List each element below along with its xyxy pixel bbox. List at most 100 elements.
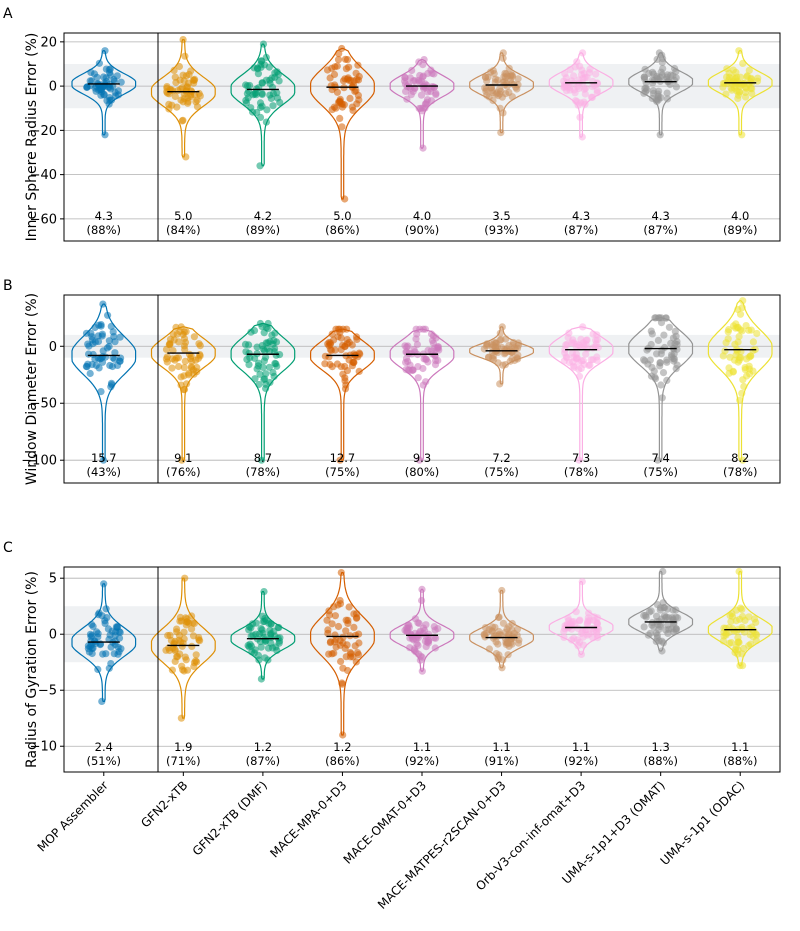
data-point (271, 329, 279, 337)
data-point (350, 350, 358, 358)
data-point (507, 638, 515, 647)
data-point (98, 697, 106, 706)
data-point (163, 89, 172, 97)
data-point (583, 74, 591, 82)
data-point (339, 325, 347, 333)
data-point (663, 95, 672, 103)
data-point (179, 71, 187, 79)
data-point (580, 360, 588, 369)
data-point (181, 52, 189, 60)
data-point (752, 637, 760, 645)
data-point (262, 53, 270, 62)
stat-percent-7: (75%) (643, 465, 678, 479)
data-point (170, 641, 178, 649)
points-3 (321, 325, 364, 464)
data-point (331, 612, 339, 620)
data-point (87, 329, 95, 337)
data-point (261, 375, 269, 383)
data-point (640, 73, 648, 81)
data-point (499, 619, 507, 627)
data-point (179, 36, 187, 44)
data-point (341, 342, 349, 350)
data-point (734, 94, 742, 103)
points-6 (560, 323, 602, 464)
data-point (654, 620, 662, 629)
data-point (261, 654, 269, 662)
data-point (335, 50, 343, 58)
data-point (168, 666, 176, 674)
data-point (583, 620, 591, 628)
data-point (729, 66, 737, 74)
data-point (336, 114, 344, 122)
stat-value-8: 4.0 (731, 209, 749, 223)
data-point (257, 57, 265, 65)
data-point (408, 66, 416, 75)
data-point (334, 98, 343, 106)
data-point (94, 354, 102, 362)
data-point (562, 74, 570, 82)
data-point (257, 675, 265, 683)
data-point (508, 626, 516, 634)
data-point (588, 93, 596, 101)
data-point (667, 339, 675, 347)
stat-value-1: 9.1 (174, 451, 192, 465)
y-tick-label: −40 (30, 168, 57, 183)
data-point (181, 357, 189, 365)
data-point (585, 630, 593, 638)
data-point (649, 79, 657, 87)
data-point (417, 91, 426, 99)
data-point (508, 79, 516, 88)
axes-frame (63, 32, 781, 242)
data-point (177, 323, 185, 331)
data-point (592, 70, 600, 78)
data-point (640, 356, 648, 364)
data-point (171, 92, 179, 101)
data-point (489, 352, 497, 360)
x-tick-label-8: UMA-s-1p1 (ODAC) (658, 778, 748, 868)
data-point (97, 321, 105, 329)
data-point (267, 94, 275, 102)
data-point (573, 636, 581, 644)
data-point (195, 340, 203, 348)
data-point (584, 614, 592, 622)
data-point (102, 74, 110, 82)
data-point (169, 347, 177, 355)
data-point (179, 330, 187, 339)
data-point (659, 369, 668, 377)
data-point (106, 94, 114, 102)
data-point (574, 642, 582, 650)
data-point (424, 69, 432, 78)
data-point (116, 333, 124, 341)
stat-percent-0: (51%) (87, 754, 122, 768)
panel-b: 15.7(43%)9.1(76%)8.7(78%)12.7(75%)9.3(80… (3, 278, 781, 485)
data-point (735, 47, 743, 55)
data-point (88, 620, 96, 629)
data-point (560, 357, 568, 365)
data-point (353, 335, 361, 343)
data-point (84, 645, 92, 653)
data-point (726, 353, 734, 361)
y-tick-label: −10 (30, 740, 57, 755)
data-point (327, 638, 335, 646)
data-point (321, 352, 329, 360)
data-point (102, 650, 110, 658)
data-point (111, 88, 119, 96)
data-point (415, 456, 424, 464)
data-point (175, 362, 183, 371)
data-point (575, 456, 583, 464)
data-point (663, 71, 672, 79)
data-point (672, 606, 680, 614)
data-point (242, 99, 251, 107)
data-point (719, 352, 727, 360)
data-point (401, 74, 409, 82)
data-point (345, 63, 353, 71)
data-point (101, 619, 109, 628)
stat-value-3: 1.2 (333, 740, 351, 754)
data-point (513, 625, 522, 633)
data-point (355, 367, 363, 375)
stat-percent-1: (76%) (166, 465, 201, 479)
data-point (330, 649, 338, 657)
panel-c: 2.4(51%)1.9(71%)1.2(87%)1.2(86%)1.1(92%)… (3, 540, 781, 773)
data-point (241, 340, 250, 348)
